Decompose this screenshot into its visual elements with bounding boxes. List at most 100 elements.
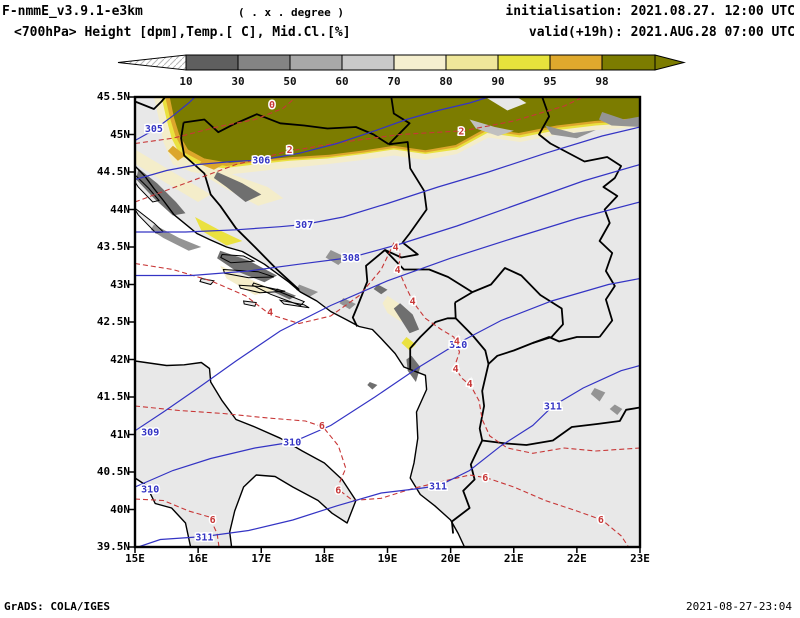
height-contour-306: [135, 97, 489, 181]
country-border: [384, 249, 473, 293]
cloud-shading-patch: [599, 112, 640, 127]
height-contour-311: [138, 364, 640, 547]
height-contour-310: [135, 277, 640, 488]
country-border: [478, 363, 490, 441]
temp-contour-2: [135, 97, 584, 203]
country-border: [351, 141, 428, 327]
island-outline: [242, 300, 257, 307]
cloud-shading-patch: [296, 284, 319, 298]
cloud-shading-patch: [217, 250, 277, 283]
colorbar-tick-label: 50: [283, 75, 296, 88]
country-border: [135, 97, 166, 110]
lon-tick-label: 22E: [566, 552, 587, 565]
height-contour-label: 310: [449, 340, 467, 351]
temp-contour-label: 6: [482, 473, 488, 484]
temp-contour-label: 4: [395, 265, 401, 276]
grads-credit: GrADS: COLA/IGES: [4, 600, 110, 613]
colorbar-segment: [497, 54, 551, 71]
height-contour-label: 305: [145, 124, 163, 135]
island-outline: [278, 299, 310, 309]
colorbar-tick-label: 60: [335, 75, 348, 88]
temp-contour-label: 6: [335, 486, 341, 497]
height-contour-label: 311: [195, 533, 213, 544]
height-contour-label: 307: [295, 220, 313, 231]
temp-contour-label: 4: [267, 308, 273, 319]
lat-tick-label: 42.5N: [96, 315, 130, 328]
colorbar-tick-label: 98: [595, 75, 608, 88]
cloud-shading-patch: [393, 303, 420, 334]
lat-tick-label: 45N: [110, 127, 130, 141]
height-contour-label: 310: [283, 438, 301, 449]
map-area: 305 306 307 308 309 310 310 310 311 311 311 0 2 2 4 4 4 4…: [129, 95, 642, 553]
map-canvas: 3053063073083093103103103113113110224444…: [129, 95, 642, 553]
cloud-shading-patch: [167, 145, 186, 161]
colorbar-tick-label: 10: [179, 75, 192, 88]
cloud-shading-patch: [367, 382, 378, 390]
lat-tick-label: 43.5N: [96, 240, 130, 253]
temp-contour-6: [135, 498, 220, 547]
cloud-shading-patch: [220, 265, 274, 295]
field-title: <700hPa> Height [dpm],Temp.[ C], Mid.Cl.…: [14, 25, 351, 40]
temp-contour-6: [135, 405, 630, 547]
lat-axis: 45.5N 45N 44.5N 44N 43.5N 43N 42.5N 42N 41.5N 41N…: [86, 0, 130, 618]
cloud-shading-patch: [590, 388, 606, 402]
colorbar-tick-label: 95: [543, 75, 556, 88]
country-border: [409, 317, 456, 370]
lon-tick-label: 23E: [630, 552, 650, 565]
balkan-landmass: [135, 97, 640, 547]
country-border: [388, 97, 411, 145]
country-border: [482, 406, 640, 446]
temp-contour-label: 4: [393, 243, 399, 254]
cloud-shading-patch: [195, 217, 243, 246]
temp-contour-label: 2: [287, 145, 293, 156]
colorbar-tick-label: 70: [387, 75, 400, 88]
italy-coastline: [135, 360, 357, 547]
temp-contour-0: [135, 97, 297, 145]
country-border: [538, 97, 622, 338]
temp-contour-label: 6: [598, 515, 604, 526]
height-contour-309: [135, 201, 640, 432]
lon-tick-label: 17E: [251, 552, 272, 565]
colorbar-tick-label: 80: [439, 75, 452, 88]
height-contour-308: [135, 163, 640, 277]
colorbar: 10 30 50 60 70 80 90 95 98: [110, 53, 690, 91]
colorbar-tick-label: 90: [491, 75, 504, 88]
lat-tick-label: 44.5N: [96, 165, 130, 178]
lon-tick-label: 19E: [377, 552, 398, 565]
temp-contour-label: 6: [210, 515, 216, 526]
island-outline: [220, 253, 256, 264]
creation-timestamp: 2021-08-27-23:04: [686, 600, 792, 613]
height-contour-label: 311: [544, 402, 562, 413]
temp-contour-label: 4: [453, 364, 459, 375]
colorbar-segment: [601, 54, 656, 71]
temp-contour-label: 4: [410, 297, 416, 308]
colorbar-canvas: 10 30 50 60 70 80 90 95 98: [117, 54, 686, 88]
lat-tick-label: 41.5N: [96, 390, 130, 403]
temp-contour-4: [135, 242, 640, 454]
temp-contour-label: 0: [269, 100, 275, 111]
map-layers: 3053063073083093103103103113113110224444…: [135, 97, 640, 547]
height-contour-305: [135, 97, 196, 142]
temp-contour-label: 6: [319, 421, 325, 432]
island-outline: [251, 282, 306, 307]
colorbar-segment: [289, 54, 343, 71]
colorbar-segment: [445, 54, 499, 71]
cloud-shading-patch: [339, 298, 356, 310]
colorbar-segment: [237, 54, 291, 71]
colorbar-right-arrow: [654, 54, 686, 71]
lat-tick-label: 42N: [110, 352, 130, 366]
cloud-shading-patch: [373, 284, 388, 295]
lat-tick-label: 41N: [110, 427, 130, 441]
height-contour-label: 308: [342, 253, 360, 264]
lon-tick-label: 18E: [314, 552, 335, 565]
cloud-shading-patch: [609, 404, 623, 415]
lon-tick-label: 21E: [503, 552, 524, 565]
lon-tick-label: 20E: [440, 552, 461, 565]
lon-tick-label: 15E: [125, 552, 145, 565]
lat-tick-label: 39.5N: [96, 540, 130, 553]
country-border: [451, 440, 484, 534]
italy-landmass: [135, 361, 356, 547]
cloud-shading-patch: [199, 158, 224, 170]
height-contour-label: 306: [252, 156, 270, 167]
